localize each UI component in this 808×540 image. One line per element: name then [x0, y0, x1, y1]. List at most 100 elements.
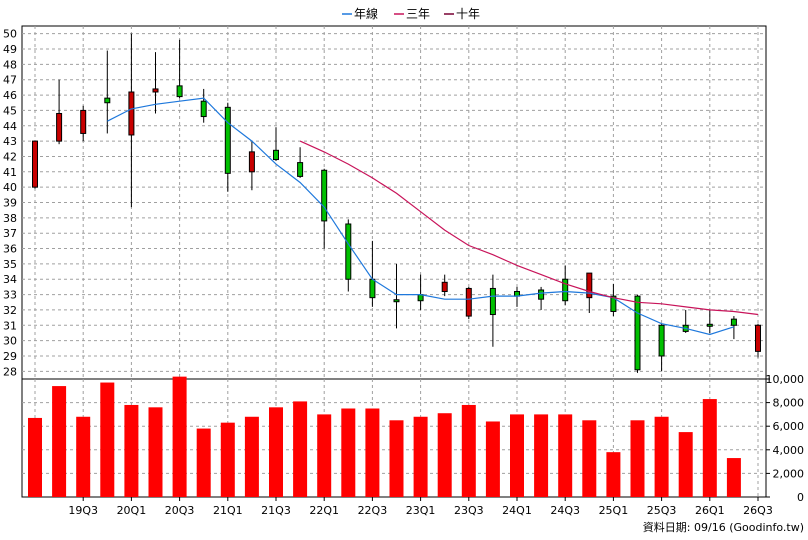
moving-average-lines: [107, 97, 759, 336]
candle-body: [32, 140, 38, 188]
candle-body: [706, 323, 713, 327]
price-tick-label: 28: [3, 365, 17, 378]
volume-panel: 0 2,000 4,000 6,000 8,000 10,000: [21, 373, 805, 504]
volume-bar: [124, 404, 139, 497]
candle-body: [489, 287, 496, 316]
legend: 年線 三年 十年: [342, 6, 480, 21]
volume-bar: [582, 420, 597, 497]
volume-bar: [389, 420, 404, 497]
volume-bar: [678, 432, 693, 497]
price-tick-label: 37: [3, 227, 17, 240]
volume-bar: [269, 407, 283, 497]
x-tick-label: 25Q3: [647, 504, 677, 517]
price-tick-label: 48: [3, 58, 17, 71]
x-tick-label: 23Q1: [406, 504, 436, 517]
x-tick-label: 22Q1: [309, 504, 339, 517]
legend-label: 三年: [406, 7, 430, 21]
price-tick-label: 50: [3, 28, 17, 41]
x-tick-label: 20Q3: [165, 504, 195, 517]
price-tick-label: 49: [3, 43, 17, 56]
candle-body: [248, 151, 255, 173]
price-tick-label: 31: [3, 319, 17, 332]
candle-body: [730, 318, 737, 326]
volume-bar: [558, 414, 573, 497]
candle-body: [634, 295, 641, 371]
candle-body: [465, 287, 472, 317]
volume-bar: [76, 416, 91, 497]
candle-body: [610, 295, 617, 312]
candle-body: [586, 272, 593, 299]
candle-body: [562, 278, 569, 302]
footer-text: 資料日期: 09/16 (Goodinfo.tw): [643, 520, 804, 534]
volume-bar: [172, 376, 187, 497]
candle-body: [345, 223, 352, 280]
x-tick-label: 24Q1: [502, 504, 532, 517]
volume-bar: [220, 422, 235, 497]
volume-bar: [293, 401, 308, 497]
volume-bar: [365, 408, 380, 497]
candle-body: [176, 85, 183, 98]
price-tick-label: 36: [3, 243, 17, 256]
candle-body: [441, 281, 448, 293]
candle-body: [658, 324, 665, 357]
candle-body: [200, 100, 207, 118]
x-tick-label: 21Q1: [213, 504, 243, 517]
price-tick-label: 43: [3, 135, 17, 148]
price-tick-label: 41: [3, 166, 17, 179]
price-tick-label: 38: [3, 212, 17, 225]
volume-bar: [654, 416, 669, 497]
volume-bar: [630, 420, 645, 497]
volume-bar: [437, 413, 452, 497]
volume-tick-label: 8,000: [773, 397, 805, 410]
candle-body: [80, 109, 87, 134]
x-tick-label: 26Q3: [743, 504, 773, 517]
price-tick-label: 35: [3, 258, 17, 271]
price-tick-label: 34: [3, 273, 17, 286]
volume-tick-label: 0: [797, 491, 804, 504]
volume-tick-label: 2,000: [773, 467, 805, 480]
volume-bar: [196, 428, 211, 497]
volume-bar: [100, 382, 115, 497]
x-axis: 19Q3 20Q1 20Q3 21Q1 21Q3 22Q1 22Q3 23Q1 23Q3 24Q1…: [68, 497, 773, 517]
candle-body: [538, 289, 545, 300]
volume-bar: [461, 404, 476, 497]
candle-body: [755, 324, 761, 352]
price-tick-label: 32: [3, 304, 17, 317]
volume-tick-label: 4,000: [773, 444, 805, 457]
volume-bar: [726, 458, 741, 497]
legend-label: 年線: [354, 6, 378, 21]
price-grid: [22, 26, 766, 379]
x-tick-label: 22Q3: [358, 504, 388, 517]
volume-bar: [413, 416, 428, 497]
volume-bar: [28, 417, 42, 497]
candle-body: [393, 299, 400, 303]
price-tick-label: 40: [3, 181, 17, 194]
volume-bar: [52, 386, 67, 497]
volume-y-axis: 0 2,000 4,000 6,000 8,000 10,000: [766, 373, 805, 504]
ma-line-年線: [107, 97, 735, 336]
price-tick-label: 45: [3, 104, 17, 117]
candle-body: [128, 91, 135, 136]
x-tick-label: 23Q3: [454, 504, 484, 517]
price-tick-label: 30: [3, 335, 17, 348]
volume-bar: [606, 452, 621, 497]
candle-body: [104, 97, 111, 104]
price-tick-label: 42: [3, 150, 17, 163]
volume-bar: [485, 421, 500, 497]
price-tick-label: 29: [3, 350, 17, 363]
candle-body: [321, 169, 328, 222]
candle-body: [56, 112, 63, 142]
volume-bar: [317, 414, 332, 497]
volume-bar: [534, 414, 549, 497]
volume-tick-label: 6,000: [773, 420, 805, 433]
candles: [32, 33, 761, 373]
candle-body: [369, 278, 376, 299]
candle-body: [224, 106, 231, 174]
volume-bar: [148, 407, 163, 497]
price-tick-label: 44: [3, 120, 17, 133]
price-tick-label: 39: [3, 197, 17, 210]
price-tick-label: 33: [3, 289, 17, 302]
price-panel: 28 29 30 31 32 33 34 35 36 37 38 39 40 41 42 43 44 45 46 47…: [3, 25, 767, 380]
volume-tick-label: 10,000: [766, 373, 805, 386]
